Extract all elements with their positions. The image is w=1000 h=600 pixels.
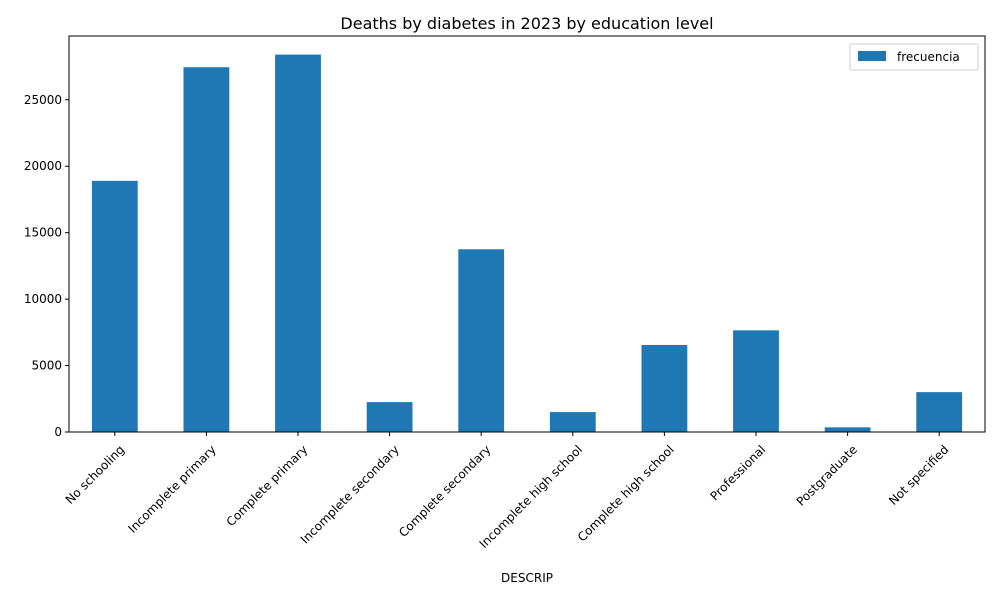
x-tick-label: Not specified [886, 442, 951, 507]
legend-entry-label: frecuencia [897, 50, 960, 64]
legend: frecuencia [849, 43, 979, 71]
y-tick-label: 0 [54, 425, 62, 439]
x-axis-label: DESCRIP [501, 571, 553, 585]
x-tick-label: Complete high school [575, 442, 677, 544]
x-tick-label: Incomplete high school [477, 442, 586, 551]
bar-not-specified [916, 392, 963, 432]
legend-swatch [858, 51, 886, 61]
y-axis: 0 5000 10000 15000 20000 25000 [24, 93, 69, 439]
plot-area [91, 54, 963, 433]
x-tick-label: Incomplete secondary [298, 442, 402, 546]
x-tick-label: Postgraduate [794, 442, 860, 508]
bar-professional [733, 330, 779, 432]
bar-complete-high-school [641, 344, 688, 432]
bar-complete-primary [275, 54, 321, 432]
y-tick-label: 10000 [24, 292, 62, 306]
axes-frame [68, 35, 986, 433]
bar-complete-secondary [458, 249, 505, 432]
legend-frame [849, 43, 979, 71]
x-tick-label: Professional [707, 442, 768, 503]
chart-title: Deaths by diabetes in 2023 by education … [340, 14, 713, 33]
x-tick-label: No schooling [63, 442, 127, 506]
x-tick-label: Complete primary [224, 442, 311, 529]
bar-incomplete-primary [183, 67, 230, 433]
y-tick-label: 20000 [24, 159, 62, 173]
bar-no-schooling [91, 180, 138, 432]
x-tick-label: Incomplete primary [125, 442, 218, 535]
x-tick-label: Complete secondary [396, 442, 493, 539]
bar-postgraduate [824, 427, 871, 432]
bar-incomplete-secondary [366, 402, 413, 432]
y-tick-label: 15000 [24, 226, 62, 240]
bar-incomplete-high-school [549, 412, 596, 432]
y-tick-label: 5000 [31, 359, 62, 373]
y-tick-label: 25000 [24, 93, 62, 107]
